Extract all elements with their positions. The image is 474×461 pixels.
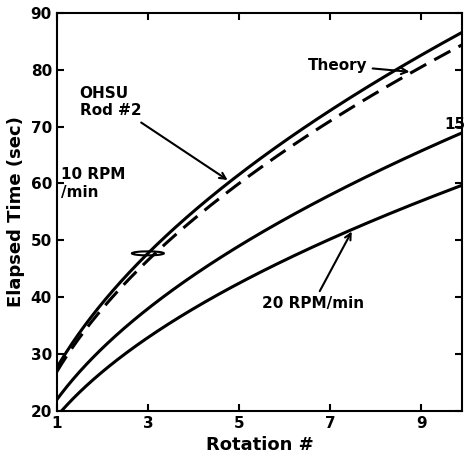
Text: 10 RPM
/min: 10 RPM /min [61, 167, 126, 200]
Text: Theory: Theory [308, 58, 407, 74]
Text: 15: 15 [444, 117, 465, 132]
X-axis label: Rotation #: Rotation # [206, 436, 313, 454]
Text: OHSU
Rod #2: OHSU Rod #2 [80, 86, 226, 179]
Text: 20 RPM/min: 20 RPM/min [262, 234, 364, 311]
Y-axis label: Elapsed Time (sec): Elapsed Time (sec) [7, 116, 25, 307]
